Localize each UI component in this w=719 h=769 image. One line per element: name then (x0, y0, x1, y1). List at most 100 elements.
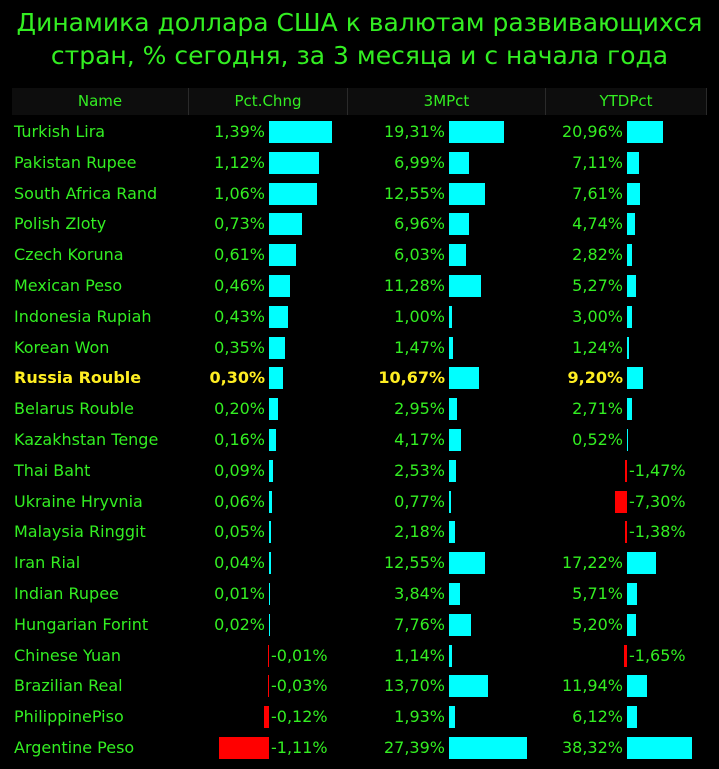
pct-chng-bar (269, 182, 317, 205)
ytd-pct-value: -1,38% (629, 522, 686, 542)
3m-pct-value: 12,55% (383, 183, 445, 203)
ytd-pct-bar (627, 121, 663, 143)
row-name: Chinese Yuan (14, 645, 122, 665)
pct-chng-value: 0,02% (214, 614, 265, 634)
ytd-pct-bar (627, 213, 636, 236)
3m-pct-bar (449, 583, 460, 605)
3m-pct-value: 6,99% (394, 152, 445, 172)
table-row: Chinese Yuan -0,01% 1,14% -1,65% (12, 641, 707, 671)
row-name: Thai Baht (14, 460, 91, 480)
row-name: Hungarian Forint (14, 614, 149, 634)
pct-chng-value: 0,09% (214, 460, 265, 480)
pct-chng-value: 0,35% (214, 337, 265, 357)
ytd-pct-value: 20,96% (561, 122, 623, 141)
pct-chng-bar (269, 429, 277, 451)
pct-chng-bar (269, 367, 283, 390)
3m-pct-bar (449, 644, 453, 667)
3m-pct-value: 1,14% (394, 645, 445, 665)
row-name: Indonesia Rupiah (14, 306, 152, 326)
3m-pct-bar (449, 367, 480, 390)
3m-pct-bar (449, 336, 454, 359)
ytd-pct-value: 11,94% (561, 676, 623, 696)
ytd-pct-value: -7,30% (629, 491, 686, 511)
3m-pct-bar (449, 552, 485, 575)
ytd-pct-value: 17,22% (561, 553, 623, 573)
row-name: Malaysia Ringgit (14, 522, 146, 542)
ytd-pct-value: 4,74% (572, 214, 623, 234)
ytd-pct-value: 1,24% (572, 337, 623, 357)
pct-chng-value: 0,05% (214, 522, 265, 542)
row-name: Ukraine Hryvnia (14, 491, 143, 511)
ytd-pct-bar (627, 398, 632, 421)
ytd-pct-value: 2,71% (572, 399, 623, 419)
pct-chng-bar (269, 613, 270, 636)
3m-pct-value: 13,70% (383, 676, 445, 696)
title-line-1: Динамика доллара США к валютам развивающ… (16, 8, 703, 37)
table-row: Mexican Peso 0,46% 11,28% 5,27% (12, 271, 707, 301)
3m-pct-value: 0,77% (394, 491, 445, 511)
3m-pct-value: 6,96% (394, 214, 445, 234)
ytd-pct-bar (627, 429, 628, 451)
ytd-pct-value: 7,61% (572, 183, 623, 203)
ytd-pct-bar (627, 182, 640, 205)
title-line-2: стран, % сегодня, за 3 месяца и с начала… (50, 41, 669, 70)
table-row: Malaysia Ringgit 0,05% 2,18% -1,38% (12, 517, 707, 547)
3m-pct-bar (449, 213, 469, 236)
pct-chng-bar (269, 398, 278, 421)
ytd-pct-bar (624, 521, 627, 544)
table-row: Turkish Lira 1,39% 19,31% 20,96% (12, 117, 707, 147)
table-row: Polish Zloty 0,73% 6,96% 4,74% (12, 209, 707, 239)
pct-chng-value: 0,06% (214, 491, 265, 511)
table-row: Iran Rial 0,04% 12,55% 17,22% (12, 548, 707, 578)
pct-chng-bar (269, 213, 302, 236)
row-name: South Africa Rand (14, 183, 158, 203)
pct-chng-bar (269, 490, 272, 513)
3m-pct-value: 19,31% (383, 122, 445, 141)
3m-pct-value: 6,03% (394, 245, 445, 265)
pct-chng-value: 1,06% (214, 183, 265, 203)
3m-pct-value: 1,00% (394, 306, 445, 326)
pct-chng-value: 0,16% (214, 430, 265, 449)
ytd-pct-bar (627, 583, 637, 605)
table-row: Hungarian Forint 0,02% 7,76% 5,20% (12, 610, 707, 640)
table-row: Argentine Peso -1,11% 27,39% 38,32% (12, 733, 707, 763)
ytd-pct-value: 0,52% (572, 430, 623, 449)
3m-pct-value: 1,47% (394, 337, 445, 357)
ytd-pct-bar (624, 459, 627, 482)
ytd-pct-bar (627, 675, 648, 698)
ytd-pct-bar (627, 244, 632, 267)
pct-chng-bar (269, 244, 297, 267)
3m-pct-bar (449, 429, 461, 451)
row-name: Pakistan Rupee (14, 152, 137, 172)
ytd-pct-value: 6,12% (572, 707, 623, 727)
3m-pct-bar (449, 275, 482, 297)
3m-pct-value: 12,55% (383, 553, 445, 573)
3m-pct-bar (449, 490, 452, 513)
3m-pct-bar (449, 151, 469, 174)
pct-chng-value: -1,11% (271, 738, 328, 757)
ytd-pct-bar (627, 706, 638, 729)
pct-chng-bar (269, 121, 332, 143)
pct-chng-bar (269, 459, 274, 482)
row-name: Indian Rupee (14, 584, 119, 603)
pct-chng-bar (268, 644, 269, 667)
pct-chng-value: 0,46% (214, 276, 265, 295)
pct-chng-value: 1,39% (214, 122, 265, 141)
pct-chng-value: -0,01% (271, 645, 328, 665)
pct-chng-value: 0,01% (214, 584, 265, 603)
3m-pct-value: 7,76% (394, 614, 445, 634)
table-row: Indonesia Rupiah 0,43% 1,00% 3,00% (12, 302, 707, 332)
pct-chng-bar (269, 275, 290, 297)
table-row: South Africa Rand 1,06% 12,55% 7,61% (12, 179, 707, 209)
3m-pct-value: 2,53% (394, 460, 445, 480)
3m-pct-bar (449, 521, 456, 544)
3m-pct-value: 3,84% (394, 584, 445, 603)
3m-pct-value: 11,28% (383, 276, 445, 295)
row-name: Turkish Lira (14, 122, 106, 141)
ytd-pct-value: 7,11% (572, 152, 623, 172)
row-name: Belarus Rouble (14, 399, 134, 419)
3m-pct-bar (449, 182, 485, 205)
row-name: Iran Rial (14, 553, 81, 573)
chart-title: Динамика доллара США к валютам развивающ… (0, 6, 719, 72)
table-row: Brazilian Real -0,03% 13,70% 11,94% (12, 671, 707, 701)
